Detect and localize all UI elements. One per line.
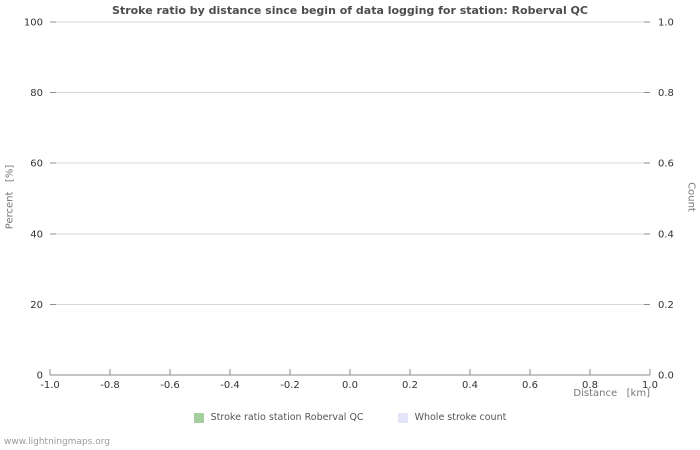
y-tick-label-left: 0	[37, 371, 43, 382]
x-tick-label: 0.8	[582, 380, 598, 391]
chart-title: Stroke ratio by distance since begin of …	[112, 4, 588, 17]
y-tick-label-right: 0.6	[658, 159, 674, 170]
y-tick-label-left: 80	[30, 88, 43, 99]
x-tick-label: 0.2	[402, 380, 418, 391]
x-tick-label: -0.6	[160, 380, 180, 391]
legend-label-stroke-ratio: Stroke ratio station Roberval QC	[210, 412, 364, 423]
x-tick-label: -1.0	[40, 380, 60, 391]
y-tick-label-left: 100	[24, 18, 43, 29]
legend-item-whole-stroke-count: Whole stroke count	[397, 412, 507, 423]
x-tick-label: -0.2	[280, 380, 300, 391]
y-tick-label-left: 20	[30, 300, 43, 311]
y-tick-label-right: 0.8	[658, 88, 674, 99]
x-tick-label: 1.0	[642, 380, 658, 391]
legend-label-whole-stroke-count: Whole stroke count	[414, 412, 507, 423]
legend-swatch-whole-stroke-count	[397, 412, 408, 423]
watermark: www.lightningmaps.org	[4, 437, 110, 447]
x-tick-label: -0.4	[220, 380, 240, 391]
x-tick-label: -0.8	[100, 380, 120, 391]
x-tick-label: 0.6	[522, 380, 538, 391]
y-axis-label-right: Count	[685, 182, 697, 212]
x-axis-label: Distance [km]	[573, 388, 650, 399]
y-tick-label-left: 40	[30, 229, 43, 240]
y-tick-label-right: 0.0	[658, 371, 674, 382]
legend-swatch-stroke-ratio	[193, 412, 204, 423]
y-tick-label-right: 1.0	[658, 18, 674, 29]
y-tick-label-right: 0.2	[658, 300, 674, 311]
y-tick-label-right: 0.4	[658, 229, 674, 240]
y-axis-label-left: Percent [%]	[4, 164, 16, 230]
y-tick-label-left: 60	[30, 159, 43, 170]
x-tick-label: 0.4	[462, 380, 478, 391]
x-tick-label: 0.0	[342, 380, 358, 391]
legend-item-stroke-ratio: Stroke ratio station Roberval QC	[193, 412, 364, 423]
legend: Stroke ratio station Roberval QC Whole s…	[0, 412, 700, 423]
